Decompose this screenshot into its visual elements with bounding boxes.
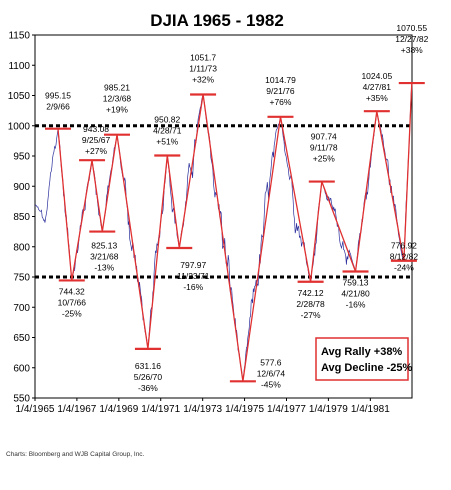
y-tick-label: 700 [13,303,30,314]
annotation-label: +38% [401,45,423,55]
annotation-label: +32% [192,74,214,84]
legend-box: Avg Rally +38% Avg Decline -25% [315,337,413,381]
y-tick-label: 1000 [8,121,31,132]
x-tick-label: 1/4/1981 [351,404,390,415]
source-note: Charts: Bloomberg and WJB Capital Group,… [6,451,145,458]
annotation-label: 5/26/70 [134,372,163,382]
annotation-label: 1014.79 [265,75,296,85]
annotation-label: 907.74 [311,132,337,142]
annotation-label: 8/12/82 [390,252,419,262]
annotation-label: 985.21 [104,83,130,93]
legend-line: Avg Decline -25% [321,362,413,374]
y-tick-label: 1100 [8,61,30,72]
annotation-label: 1070.55 [396,23,427,33]
swing-series [45,81,425,383]
y-tick-label: 900 [13,182,30,193]
annotation-label: +19% [106,105,128,115]
annotation-label: +76% [269,97,291,107]
annotation-label: -45% [261,379,281,389]
x-tick-label: 1/4/1971 [141,404,180,415]
x-tick-label: 1/4/1977 [267,404,306,415]
annotation-label: 9/11/78 [310,143,338,153]
annotation-label: 12/27/82 [395,34,428,44]
annotation-label: 4/21/80 [341,288,370,298]
y-tick-label: 600 [13,363,30,374]
y-tick-label: 1150 [8,31,30,42]
y-tick-label: 750 [13,273,30,284]
annotation-label: -13% [94,263,114,273]
annotation-label: -16% [183,282,203,292]
annotation-label: 9/25/67 [82,135,111,145]
annotation-label: 11/23/71 [177,271,210,281]
x-tick-label: 1/4/1975 [225,404,264,415]
x-tick-label: 1/4/1967 [57,404,96,415]
annotation-label: 4/28/71 [153,126,182,136]
annotation-label: 759.13 [343,277,369,287]
annotation-label: 2/9/66 [46,102,70,112]
annotation-label: 12/6/74 [257,368,286,378]
legend-line: Avg Rally +38% [321,346,402,358]
annotation-label: 995.15 [45,91,71,101]
annotation-label: 797.97 [180,260,206,270]
x-tick-label: 1/4/1969 [99,404,138,415]
x-axis: 1/4/1965 1/4/1967 1/4/1969 1/4/1971 1/4/1973… [16,398,390,415]
annotation-label: 9/21/76 [266,86,295,96]
annotation-label: +51% [156,137,178,147]
annotation-label: +25% [313,154,335,164]
annotation-label: +35% [366,93,388,103]
annotation-label: 3/21/68 [90,252,119,262]
annotation-label: -24% [394,263,414,273]
annotation-label: 943.08 [83,124,109,134]
annotation-label: 1024.05 [361,71,392,81]
y-tick-label: 850 [13,212,30,223]
annotation-label: 631.16 [135,361,161,371]
annotation-label: 10/7/66 [58,297,87,307]
annotation-label: 744.32 [59,286,85,296]
annotation-label: 776.92 [391,241,417,251]
x-tick-label: 1/4/1979 [309,404,348,415]
y-tick-label: 1050 [8,91,31,102]
annotation-label: -27% [301,310,321,320]
y-tick-label: 800 [13,242,30,253]
annotation-label: 12/3/68 [103,94,132,104]
annotation-label: 577.6 [260,357,282,367]
annotation-label: 4/27/81 [363,82,392,92]
annotation-label: +27% [85,146,107,156]
legend-border [315,337,409,381]
annotation-label: -16% [346,299,366,309]
y-tick-label: 550 [13,394,30,405]
annotation-label: 742.12 [298,288,324,298]
y-tick-label: 950 [13,152,30,163]
annotation-label: -36% [138,383,158,393]
chart-title: DJIA 1965 - 1982 [150,11,284,30]
annotation-label: 1051.7 [190,52,216,62]
annotation-label: -25% [62,308,82,318]
y-tick-label: 650 [13,333,30,344]
annotation-label: 825.13 [91,241,117,251]
x-tick-label: 1/4/1965 [16,404,55,415]
y-axis: 550 600 650 700 750 800 850 900 950 1000 1050 1100 1… [8,31,35,405]
annotation-label: 950.82 [154,115,180,125]
x-tick-label: 1/4/1973 [183,404,222,415]
annotation-label: 1/11/73 [189,63,217,73]
annotation-label: 2/28/78 [296,299,325,309]
